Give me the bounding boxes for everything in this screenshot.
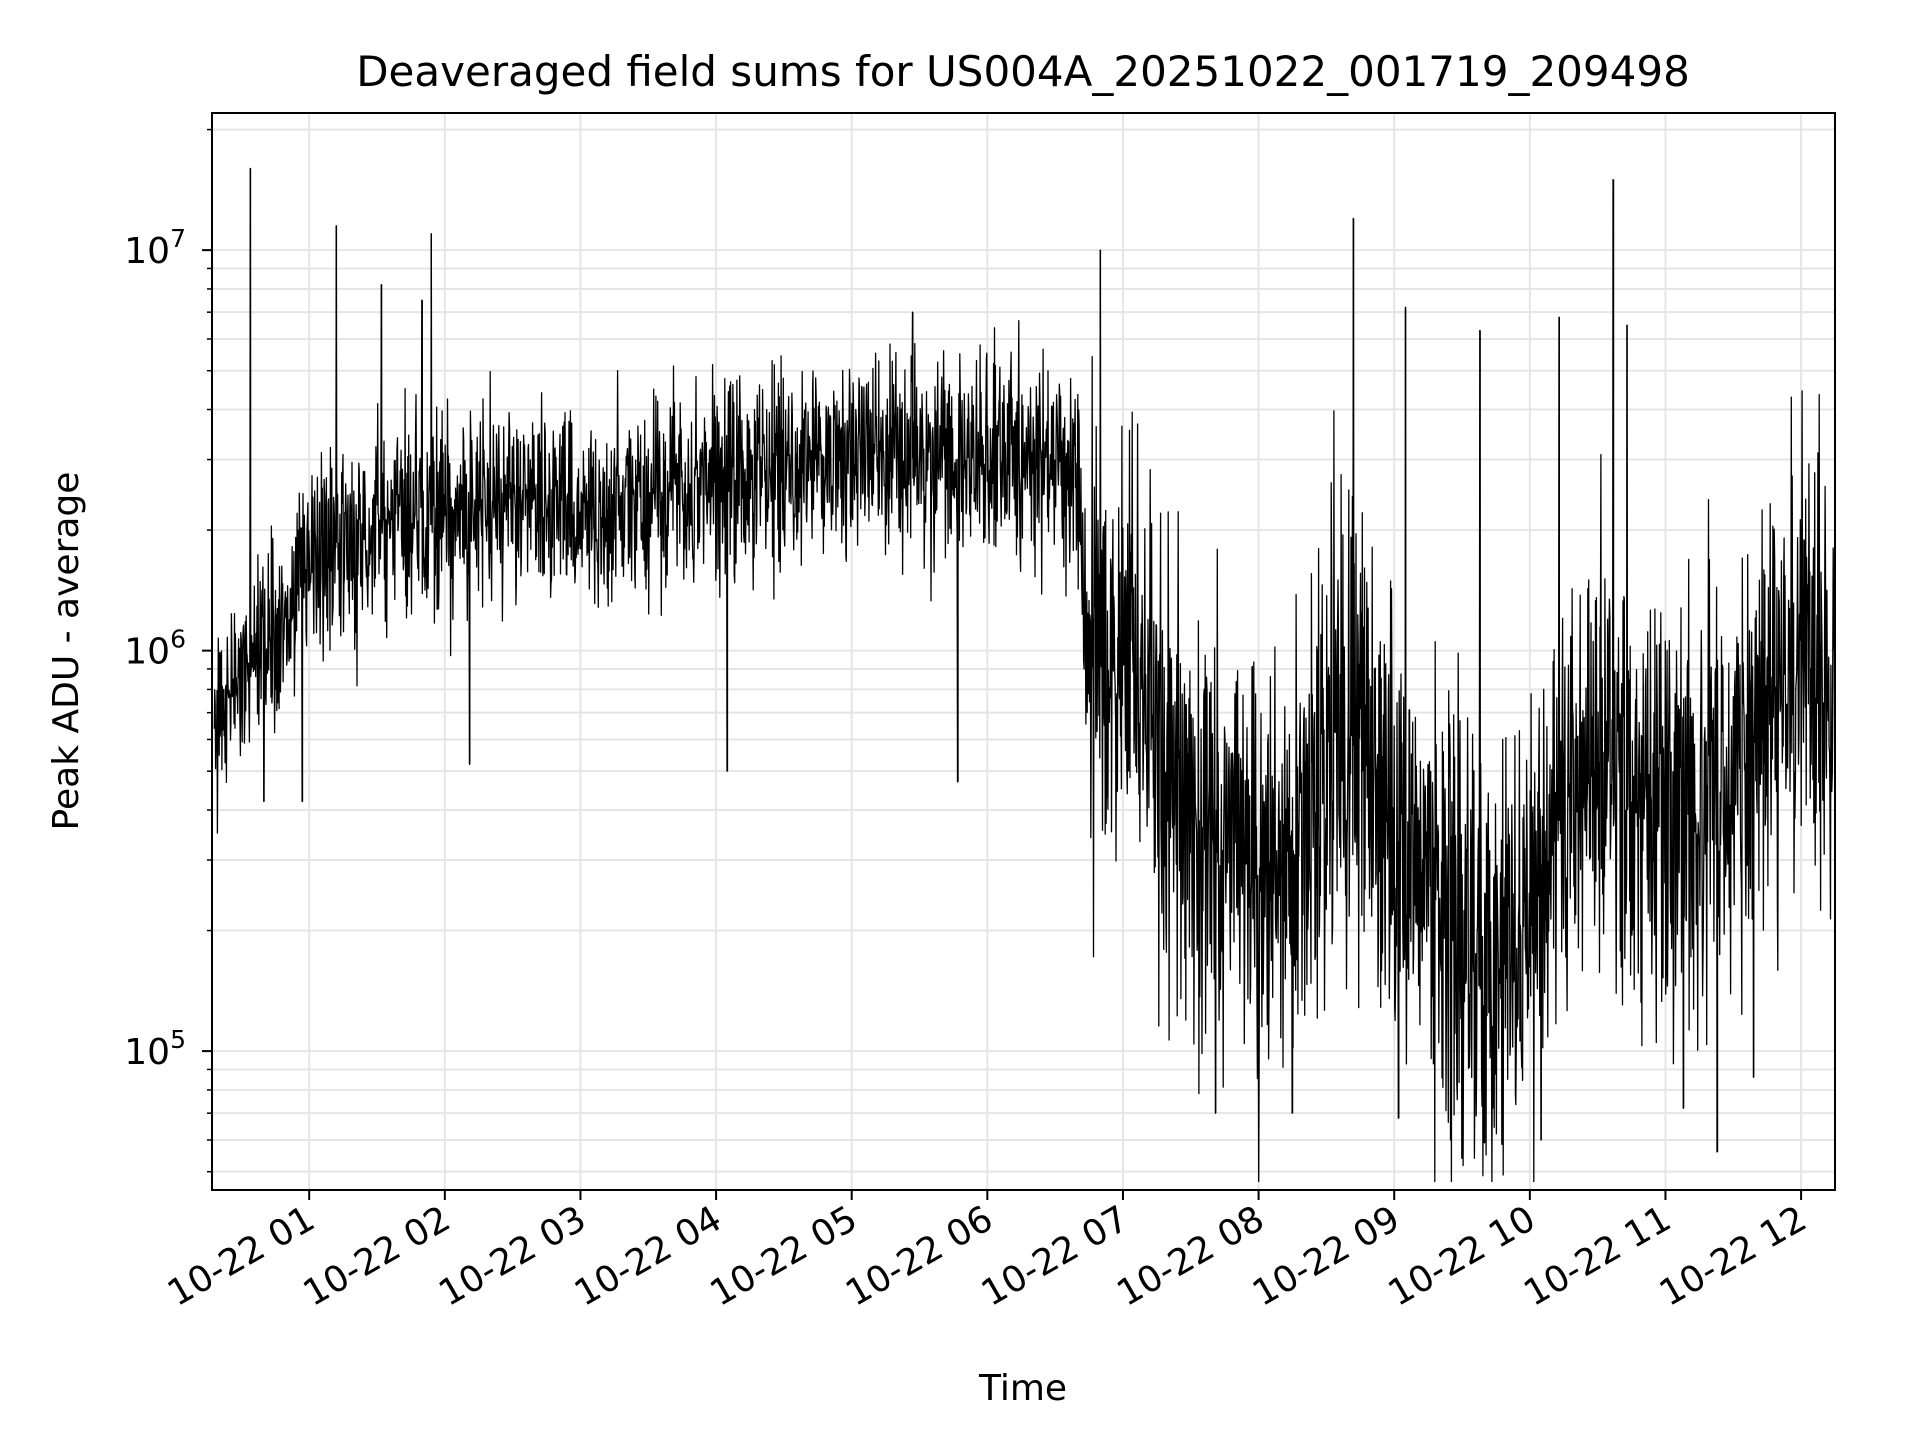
y-tick-label: 105 — [124, 1025, 186, 1073]
y-axis-label: Peak ADU - average — [46, 472, 87, 831]
series-line — [213, 167, 1836, 1183]
x-axis-label: Time — [978, 1368, 1067, 1409]
series-path — [213, 167, 1836, 1183]
chart-title: Deaveraged field sums for US004A_2025102… — [356, 47, 1690, 96]
y-tick-label: 107 — [124, 224, 186, 272]
y-axis-ticks: 105 106 107 — [124, 128, 212, 1173]
y-tick-label: 106 — [124, 625, 186, 673]
